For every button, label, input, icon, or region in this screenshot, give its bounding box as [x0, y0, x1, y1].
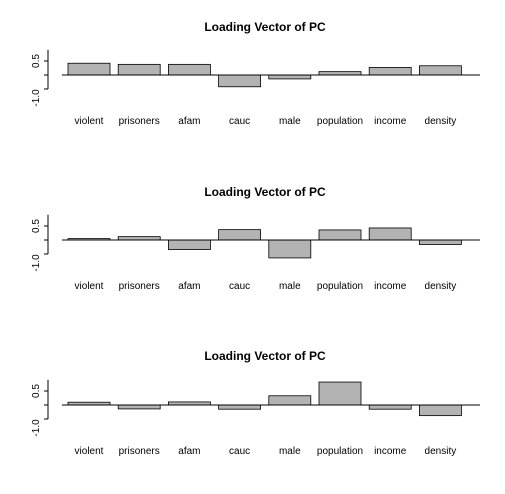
category-label-population: population [317, 116, 363, 127]
category-label-prisoners: prisoners [119, 446, 160, 457]
category-label-cauc: cauc [229, 116, 250, 127]
category-label-afam: afam [178, 116, 200, 127]
category-label-density: density [425, 116, 457, 127]
category-label-prisoners: prisoners [119, 116, 160, 127]
bar-male [269, 396, 311, 405]
bar-prisoners [118, 405, 160, 409]
bar-population [319, 72, 361, 75]
bar-male [269, 240, 311, 258]
category-label-male: male [279, 116, 301, 127]
bar-violent [68, 63, 110, 75]
chart-panel-1: Loading Vector of PC violent prisoners afam… [31, 20, 480, 127]
category-label-income: income [374, 116, 407, 127]
bar-cauc [219, 75, 261, 87]
chart-panel-3: Loading Vector of PC violent prisoners afam… [31, 349, 480, 457]
bar-male [269, 75, 311, 79]
category-label-violent: violent [75, 281, 104, 292]
bar-afam [168, 64, 210, 75]
bar-density [419, 405, 461, 416]
category-label-afam: afam [178, 281, 200, 292]
category-label-population: population [317, 281, 363, 292]
category-label-cauc: cauc [229, 281, 250, 292]
y-tick-label: -1.0 [31, 419, 42, 437]
y-tick-label: -1.0 [31, 254, 42, 272]
y-tick-label: -1.0 [31, 89, 42, 107]
bar-population [319, 382, 361, 405]
y-tick-label: 0.5 [31, 219, 42, 233]
bar-population [319, 230, 361, 240]
category-label-male: male [279, 281, 301, 292]
category-label-male: male [279, 446, 301, 457]
y-tick-label: 0.5 [31, 384, 42, 398]
y-tick-label: 0.5 [31, 54, 42, 68]
category-label-population: population [317, 446, 363, 457]
category-label-cauc: cauc [229, 446, 250, 457]
bar-afam [168, 240, 210, 250]
bar-density [419, 240, 461, 244]
bar-income [369, 228, 411, 240]
chart-title: Loading Vector of PC [204, 185, 326, 199]
chart-title: Loading Vector of PC [204, 349, 326, 363]
category-label-income: income [374, 281, 407, 292]
bar-prisoners [118, 64, 160, 75]
category-label-violent: violent [75, 116, 104, 127]
category-label-violent: violent [75, 446, 104, 457]
bar-prisoners [118, 237, 160, 240]
bar-income [369, 405, 411, 409]
category-label-density: density [425, 281, 457, 292]
category-label-density: density [425, 446, 457, 457]
bar-cauc [219, 230, 261, 240]
bar-income [369, 67, 411, 75]
category-label-income: income [374, 446, 407, 457]
category-label-prisoners: prisoners [119, 281, 160, 292]
chart-panel-2: Loading Vector of PC violent prisoners afam… [31, 185, 480, 292]
category-label-afam: afam [178, 446, 200, 457]
bar-density [419, 66, 461, 75]
bar-cauc [219, 405, 261, 409]
chart-title: Loading Vector of PC [204, 20, 326, 34]
